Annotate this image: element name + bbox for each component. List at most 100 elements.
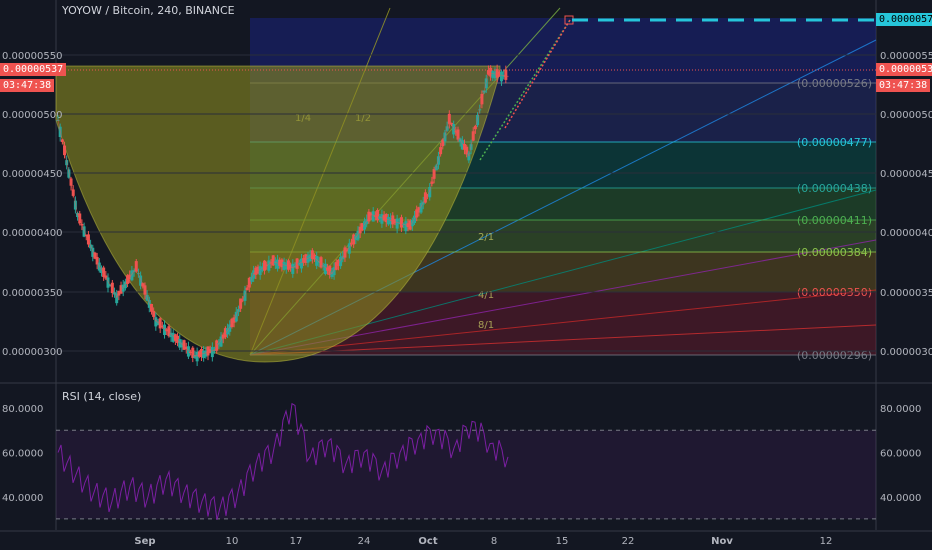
- rsi-tick-left-0: 80.0000: [2, 404, 43, 415]
- data-point: [428, 190, 431, 192]
- candle-body: [154, 317, 158, 327]
- fib-label-3: (0.00000411): [797, 214, 872, 227]
- candle-body: [223, 328, 227, 338]
- candle-body: [95, 256, 99, 265]
- candle-body: [460, 140, 464, 150]
- candle-body: [204, 350, 208, 357]
- fan-line-4: [249, 239, 877, 356]
- candle-body: [358, 226, 362, 234]
- candle-body: [319, 257, 323, 268]
- candle-body: [408, 220, 412, 230]
- candle-body: [119, 285, 123, 294]
- data-point: [507, 75, 509, 78]
- candle-body: [106, 277, 110, 288]
- data-point: [233, 319, 235, 322]
- data-point: [389, 219, 392, 222]
- candle-body: [260, 266, 264, 271]
- rsi-label: RSI (14, close): [62, 390, 142, 403]
- x-tick-9: 12: [820, 536, 833, 547]
- candle-body: [178, 339, 182, 348]
- rsi-tick-left-2: 40.0000: [2, 493, 43, 504]
- candle-body: [399, 217, 403, 228]
- y-tick-left-1: 0.00000500: [2, 110, 62, 121]
- candle-body: [215, 340, 219, 351]
- candle-body: [328, 265, 332, 276]
- candle-body: [210, 347, 214, 358]
- fan-label-2: 2/1: [478, 232, 494, 243]
- fib-label-2: (0.00000438): [797, 182, 872, 195]
- y-tick-right-4: 0.00000350: [880, 288, 932, 299]
- candle-body: [271, 255, 275, 266]
- data-point: [155, 319, 157, 322]
- rsi-band: [56, 430, 876, 519]
- candle-body: [123, 281, 127, 289]
- rsi-pane: [56, 386, 876, 530]
- rsi-line: [57, 402, 509, 520]
- y-tick-left-2: 0.00000450: [2, 169, 62, 180]
- candle-body: [323, 263, 327, 274]
- fan-label-3: 4/1: [478, 290, 494, 301]
- data-point: [311, 254, 314, 257]
- rsi-tick-right-1: 60.0000: [880, 448, 921, 459]
- data-point: [96, 260, 98, 263]
- data-point: [331, 272, 333, 275]
- fib-label-6: (0.00000296): [797, 349, 872, 362]
- fib-label-4: (0.00000384): [797, 246, 872, 259]
- x-tick-0: Sep: [134, 536, 155, 547]
- candle-body: [456, 129, 460, 140]
- y-tick-left-0: 0.00000550: [2, 51, 62, 62]
- candle-body: [186, 346, 190, 357]
- data-point: [291, 266, 294, 269]
- candle-body: [302, 258, 306, 263]
- x-tick-4: Oct: [418, 536, 437, 547]
- candle-body: [395, 218, 399, 229]
- fan-label-4: 8/1: [478, 320, 494, 331]
- candle-body: [295, 258, 299, 269]
- data-point: [174, 337, 177, 340]
- current-price-tag-right: 0.00000537: [876, 63, 932, 76]
- rsi-tick-right-0: 80.0000: [880, 404, 921, 415]
- candle-body: [195, 351, 199, 362]
- candle-body: [404, 221, 408, 232]
- candle-body: [197, 351, 201, 357]
- candle-body: [406, 223, 410, 228]
- candle-body: [91, 247, 95, 257]
- candle-body: [208, 349, 212, 353]
- data-point: [57, 119, 59, 121]
- data-point: [448, 119, 451, 121]
- candle-body: [230, 318, 234, 328]
- candle-body: [191, 347, 195, 358]
- candle-body: [382, 215, 386, 221]
- fan-line-6: [249, 324, 877, 356]
- data-point: [409, 225, 411, 228]
- candle-body: [363, 221, 367, 230]
- candle-body: [371, 211, 375, 222]
- candle-body: [376, 210, 380, 221]
- candle-body: [258, 266, 262, 276]
- candle-body: [173, 334, 177, 341]
- candle-body: [219, 336, 223, 347]
- candle-body: [360, 223, 364, 231]
- x-tick-2: 17: [290, 536, 303, 547]
- fib-label-1: (0.00000477): [797, 136, 872, 149]
- candle-body: [499, 71, 503, 82]
- candle-body: [97, 262, 101, 271]
- x-tick-5: 8: [491, 536, 497, 547]
- candle-body: [313, 254, 317, 260]
- fib-label-0: (0.00000526): [797, 77, 872, 90]
- candle-body: [356, 230, 360, 240]
- candle-body: [126, 275, 130, 284]
- candle-body: [291, 263, 295, 274]
- candle-body: [384, 213, 388, 223]
- candle-body: [284, 263, 288, 270]
- y-tick-right-5: 0.00000300: [880, 347, 932, 358]
- close-line: [57, 72, 509, 357]
- candle-body: [289, 264, 293, 269]
- candle-body: [110, 282, 114, 294]
- y-tick-left-3: 0.00000400: [2, 228, 62, 239]
- candle-body: [491, 71, 495, 78]
- candle-body: [139, 275, 143, 286]
- candle-body: [202, 350, 206, 359]
- candle-body: [280, 259, 284, 268]
